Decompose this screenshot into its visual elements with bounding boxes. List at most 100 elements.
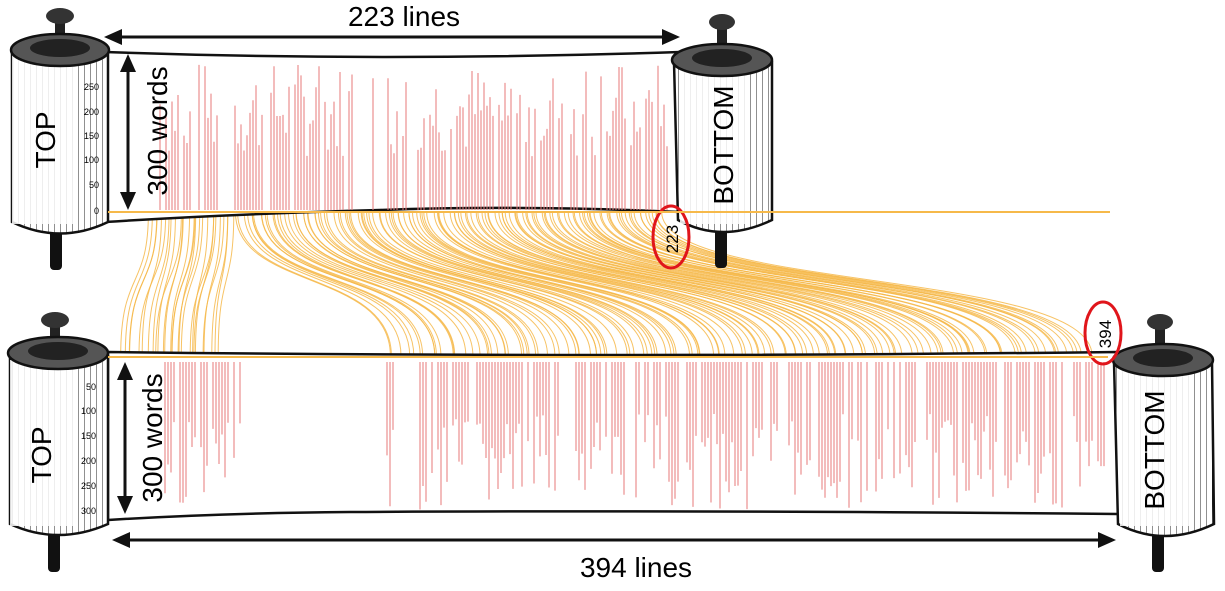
link-curve (202, 211, 225, 357)
link-curve (129, 211, 158, 357)
link-curve (124, 211, 153, 357)
link-curve (251, 211, 415, 357)
link-curve (170, 211, 191, 357)
tick-label: 200 (81, 456, 96, 466)
bottom-height-arrow (117, 362, 133, 514)
link-curve (464, 211, 766, 357)
link-curve (515, 211, 846, 357)
link-curve (306, 211, 509, 357)
top-width-label: 223 lines (348, 1, 460, 32)
link-curve (339, 211, 560, 357)
top-line-count-marker-circle (651, 204, 691, 270)
tick-label: 200 (84, 107, 99, 117)
link-curve (494, 211, 814, 357)
link-curve (177, 211, 201, 357)
link-curve (138, 211, 167, 357)
link-curve (470, 211, 775, 357)
roller-knob-top (1147, 314, 1173, 330)
roller-spindle (50, 228, 62, 270)
link-curve (466, 211, 772, 357)
roller-knob-top (41, 312, 69, 328)
top-height-arrow (120, 54, 136, 210)
link-curve (292, 211, 489, 357)
link-curve (531, 211, 876, 357)
link-curve (284, 211, 474, 357)
link-curve (361, 211, 602, 357)
link-curve (253, 211, 424, 357)
bottom-left-roller (6, 312, 110, 572)
link-curve (582, 211, 958, 357)
link-curve (454, 211, 753, 357)
link-curve (661, 211, 1093, 357)
top-line-count-marker: 223 (663, 225, 682, 253)
link-curve (589, 211, 969, 357)
bottom-line-count-marker-circle (1083, 300, 1123, 366)
tick-label: 250 (81, 481, 96, 491)
top-right-roller-label: BOTTOM (708, 85, 739, 204)
link-curve (618, 211, 1016, 357)
bottom-tick-labels: 50 100 150 200 250 300 (81, 382, 96, 516)
line-mapping-connections (120, 211, 1093, 357)
top-width-arrow (104, 29, 680, 45)
link-curve (276, 211, 456, 357)
tick-label: 300 (81, 506, 96, 516)
link-curve (243, 211, 402, 357)
link-curve (645, 211, 1060, 357)
link-curve (593, 211, 975, 357)
link-curve (287, 211, 481, 357)
link-curve (443, 211, 735, 357)
link-curve (237, 211, 392, 357)
link-curve (323, 211, 537, 357)
link-curve (487, 211, 804, 357)
link-curve (563, 211, 932, 357)
link-curve (426, 211, 701, 357)
link-curve (333, 211, 548, 357)
link-curve (549, 211, 903, 357)
link-curve (477, 211, 786, 357)
link-curve (516, 211, 855, 357)
link-curve (279, 211, 467, 357)
link-curve (457, 211, 759, 357)
link-curve (501, 211, 829, 357)
tick-label: 50 (89, 180, 99, 190)
link-curve (171, 211, 196, 357)
bottom-height-label: 300 words (137, 373, 168, 502)
link-curve (388, 211, 645, 357)
link-curve (640, 211, 1057, 357)
bottom-width-label: 394 lines (580, 552, 692, 583)
link-curve (449, 211, 743, 357)
link-curve (385, 211, 635, 357)
link-curve (624, 211, 1027, 357)
link-curve (266, 211, 442, 357)
link-curve (326, 211, 539, 357)
link-curve (567, 211, 939, 357)
link-curve (344, 211, 570, 357)
link-curve (211, 211, 229, 357)
roller-spindle (1152, 532, 1164, 572)
bottom-line-count-marker: 394 (1096, 320, 1115, 348)
bottom-left-roller-label: TOP (26, 426, 57, 483)
link-curve (303, 211, 506, 357)
link-curve (337, 211, 556, 357)
link-curve (193, 211, 217, 357)
link-curve (357, 211, 591, 357)
link-curve (648, 211, 1068, 357)
link-curve (551, 211, 913, 357)
link-curve (152, 211, 172, 357)
bottom-right-roller-label: BOTTOM (1139, 390, 1170, 509)
top-scroll-word-bars (159, 64, 668, 210)
link-curve (379, 211, 631, 357)
link-curve (157, 211, 176, 357)
link-curve (438, 211, 726, 357)
link-curve (412, 211, 677, 357)
link-curve (261, 211, 436, 357)
link-curve (526, 211, 866, 357)
top-left-roller (9, 8, 111, 270)
tick-label: 150 (81, 431, 96, 441)
link-curve (573, 211, 944, 357)
link-curve (346, 211, 577, 357)
roller-spindle (48, 528, 60, 572)
link-curve (419, 211, 693, 357)
link-curve (214, 211, 229, 357)
bottom-right-roller (1111, 314, 1216, 572)
